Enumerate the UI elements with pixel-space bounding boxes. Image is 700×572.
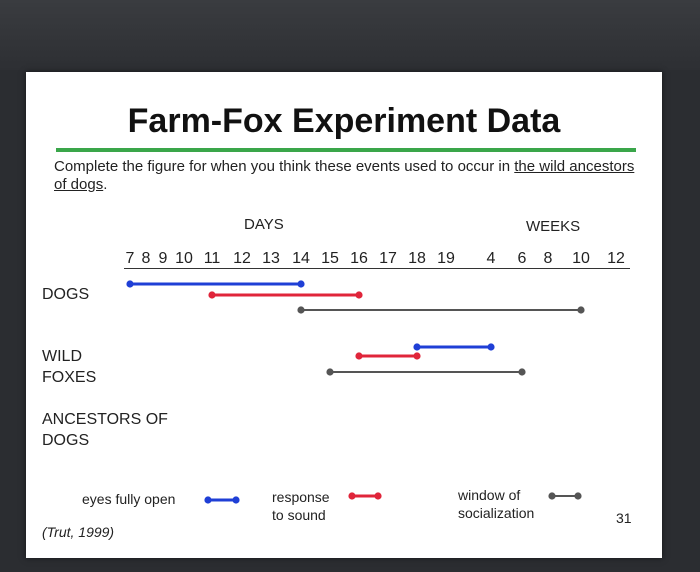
day-tick-11: 11 bbox=[203, 250, 221, 267]
day-tick-14: 14 bbox=[292, 250, 310, 267]
page-number: 31 bbox=[616, 510, 632, 526]
legend-eyes-label: eyes fully open bbox=[82, 491, 176, 507]
legend-eyes: eyes fully open bbox=[82, 490, 175, 508]
legend-response-swatch bbox=[348, 492, 382, 500]
bar-wild-foxes-window-of-socialization bbox=[326, 368, 526, 376]
bar-dogs-window-of-socialization-end-dot bbox=[577, 306, 585, 314]
instruction-part1: Complete the figure for when you think t… bbox=[54, 158, 515, 175]
scale-underline bbox=[124, 268, 630, 269]
bar-wild-foxes-window-of-socialization-end-dot bbox=[518, 368, 526, 376]
legend-window-swatch-end-dot bbox=[574, 492, 582, 500]
presentation-slide: Farm-Fox Experiment Data Complete the fi… bbox=[26, 72, 662, 558]
bar-wild-foxes-response-to-sound bbox=[355, 352, 421, 360]
legend-response: response to sound bbox=[272, 488, 330, 524]
day-tick-7: 7 bbox=[125, 250, 135, 267]
legend-response-label-2: to sound bbox=[272, 507, 326, 523]
bar-wild-foxes-eyes-fully-open-end-dot bbox=[487, 343, 495, 351]
day-tick-13: 13 bbox=[262, 250, 280, 267]
bar-wild-foxes-eyes-fully-open bbox=[413, 343, 495, 351]
day-tick-12: 12 bbox=[233, 250, 251, 267]
legend-response-label-1: response bbox=[272, 489, 330, 505]
week-tick-10: 10 bbox=[572, 250, 590, 267]
legend-window-swatch-start-dot bbox=[548, 492, 556, 500]
days-header: DAYS bbox=[244, 216, 284, 233]
legend-eyes-swatch-start-dot bbox=[204, 496, 212, 504]
row-label-wild: WILD bbox=[42, 348, 82, 365]
row-label-ancestors: ANCESTORS OF bbox=[42, 411, 168, 428]
bar-wild-foxes-eyes-fully-open-start-dot bbox=[413, 343, 421, 351]
day-tick-18: 18 bbox=[408, 250, 426, 267]
week-tick-6: 6 bbox=[517, 250, 527, 267]
legend-window-label-2: socialization bbox=[458, 505, 535, 521]
weeks-header: WEEKS bbox=[526, 218, 581, 235]
legend-response-swatch-end-dot bbox=[374, 492, 382, 500]
row-label-foxes: FOXES bbox=[42, 369, 97, 386]
row-label-ancestors-dogs: DOGS bbox=[42, 432, 90, 449]
legend-window: window of socialization bbox=[458, 486, 534, 522]
day-tick-17: 17 bbox=[379, 250, 397, 267]
legend-window-swatch bbox=[548, 492, 582, 500]
legend-eyes-swatch-end-dot bbox=[232, 496, 240, 504]
bar-dogs-response-to-sound-start-dot bbox=[208, 291, 216, 299]
day-tick-15: 15 bbox=[321, 250, 339, 267]
day-tick-19: 19 bbox=[437, 250, 455, 267]
timeline-chart bbox=[126, 280, 585, 504]
monitor-bezel bbox=[0, 0, 700, 70]
instruction-underlined: the wild ancestors of dogs bbox=[54, 158, 635, 193]
week-tick-8: 8 bbox=[543, 250, 553, 267]
bar-dogs-window-of-socialization-start-dot bbox=[297, 306, 305, 314]
slide-title: Farm-Fox Experiment Data bbox=[127, 102, 561, 140]
week-tick-12: 12 bbox=[607, 250, 625, 267]
bar-wild-foxes-response-to-sound-end-dot bbox=[413, 352, 421, 360]
bar-dogs-eyes-fully-open-start-dot bbox=[126, 280, 134, 288]
citation: (Trut, 1999) bbox=[42, 524, 115, 540]
day-tick-9: 9 bbox=[158, 250, 168, 267]
title-underline-rule bbox=[56, 148, 636, 152]
day-tick-16: 16 bbox=[350, 250, 368, 267]
legend-eyes-swatch bbox=[204, 496, 240, 504]
bar-wild-foxes-response-to-sound-start-dot bbox=[355, 352, 363, 360]
day-tick-8: 8 bbox=[141, 250, 151, 267]
week-tick-4: 4 bbox=[486, 250, 496, 267]
legend-window-label-1: window of bbox=[458, 487, 521, 503]
bar-wild-foxes-window-of-socialization-start-dot bbox=[326, 368, 334, 376]
instruction-end: . bbox=[103, 176, 108, 193]
legend-response-swatch-start-dot bbox=[348, 492, 356, 500]
bar-dogs-window-of-socialization bbox=[297, 306, 585, 314]
bar-dogs-eyes-fully-open-end-dot bbox=[297, 280, 305, 288]
day-tick-10: 10 bbox=[175, 250, 193, 267]
bar-dogs-response-to-sound bbox=[208, 291, 363, 299]
instruction-text: Complete the figure for when you think t… bbox=[54, 158, 644, 194]
bar-dogs-eyes-fully-open bbox=[126, 280, 305, 288]
bar-dogs-response-to-sound-end-dot bbox=[355, 291, 363, 299]
row-label-dogs: DOGS bbox=[42, 286, 90, 303]
